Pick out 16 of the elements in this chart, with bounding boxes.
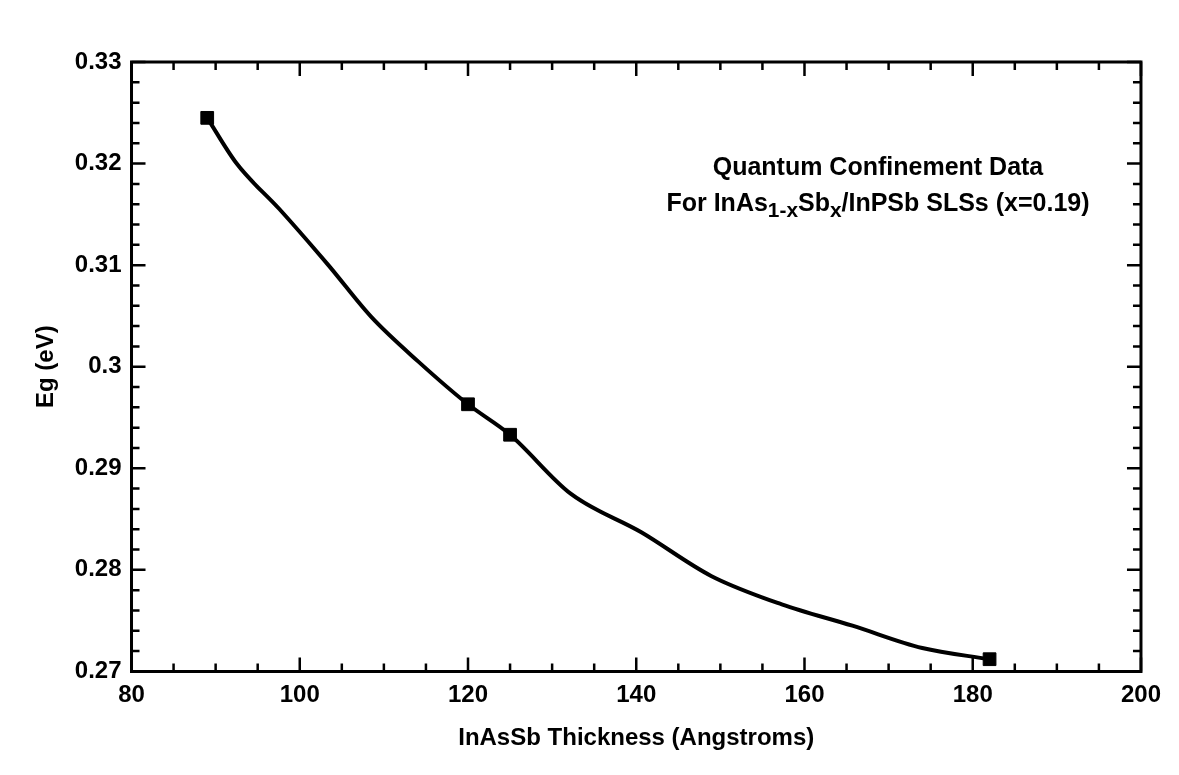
x-tick-label: 140: [616, 680, 657, 708]
y-tick-label: 0.33: [74, 46, 122, 74]
y-tick-label: 0.32: [74, 148, 122, 176]
x-tick-label: 180: [952, 680, 993, 708]
y-tick-label: 0.3: [88, 351, 122, 379]
y-axis-title: Eg (eV): [31, 325, 59, 409]
x-tick-label: 100: [279, 680, 320, 708]
y-tick-label: 0.28: [74, 554, 122, 582]
y-tick-label: 0.29: [74, 452, 122, 480]
x-tick-label: 160: [784, 680, 825, 708]
x-tick-label: 120: [447, 680, 489, 708]
x-tick-label: 200: [1120, 680, 1161, 708]
x-axis-title: InAsSb Thickness (Angstroms): [458, 723, 815, 751]
text: For InAs$_{1-x}$Sb$_{x}$/InPSb SLSs (x=0.19): [665, 187, 1091, 223]
text: Quantum Confinement Data: [711, 151, 1045, 182]
y-tick-label: 0.31: [74, 249, 122, 277]
